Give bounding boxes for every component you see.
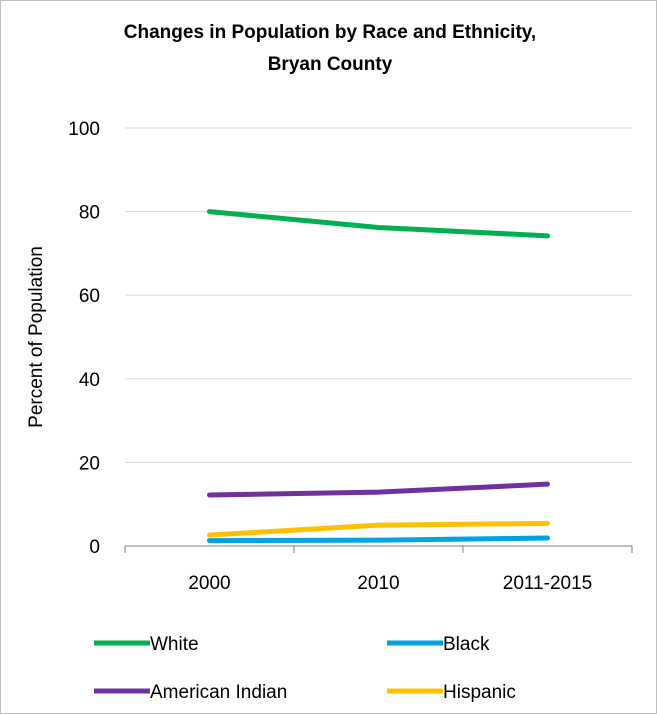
- x-tick-labels: 2000 2010 2011-2015: [188, 573, 592, 594]
- legend-label: American Indian: [150, 682, 287, 703]
- legend-label: Black: [443, 634, 490, 655]
- chart-title-line-1: Changes in Population by Race and Ethnic…: [124, 22, 536, 43]
- y-tick-label: 60: [79, 286, 100, 307]
- y-tick-label: 40: [79, 370, 100, 391]
- legend-label: Hispanic: [443, 682, 516, 703]
- x-axis: [124, 545, 633, 553]
- y-tick-labels: 0 20 40 60 80 100: [68, 119, 100, 558]
- y-tick-label: 0: [89, 537, 100, 558]
- x-tick-label: 2010: [357, 573, 399, 594]
- series-line-white: [207, 209, 550, 239]
- series-lines: [207, 209, 550, 544]
- x-tick-label: 2000: [188, 573, 230, 594]
- y-axis-label: Percent of Population: [26, 246, 47, 428]
- legend-item-hispanic: Hispanic: [387, 682, 516, 703]
- y-tick-label: 100: [68, 119, 100, 140]
- series-line-black: [207, 535, 550, 544]
- legend-item-american-indian: American Indian: [94, 682, 287, 703]
- gridlines: [125, 127, 632, 463]
- y-tick-label: 20: [79, 453, 100, 474]
- chart-title-line-2: Bryan County: [268, 54, 393, 75]
- legend-item-black: Black: [387, 634, 490, 655]
- y-tick-label: 80: [79, 203, 100, 224]
- x-tick-label: 2011-2015: [503, 573, 592, 594]
- series-line-hispanic: [207, 520, 550, 538]
- legend-label: White: [150, 634, 199, 655]
- series-line-american-indian: [207, 481, 550, 498]
- legend-item-white: White: [94, 634, 199, 655]
- legend: White Black American Indian Hispanic: [94, 634, 516, 703]
